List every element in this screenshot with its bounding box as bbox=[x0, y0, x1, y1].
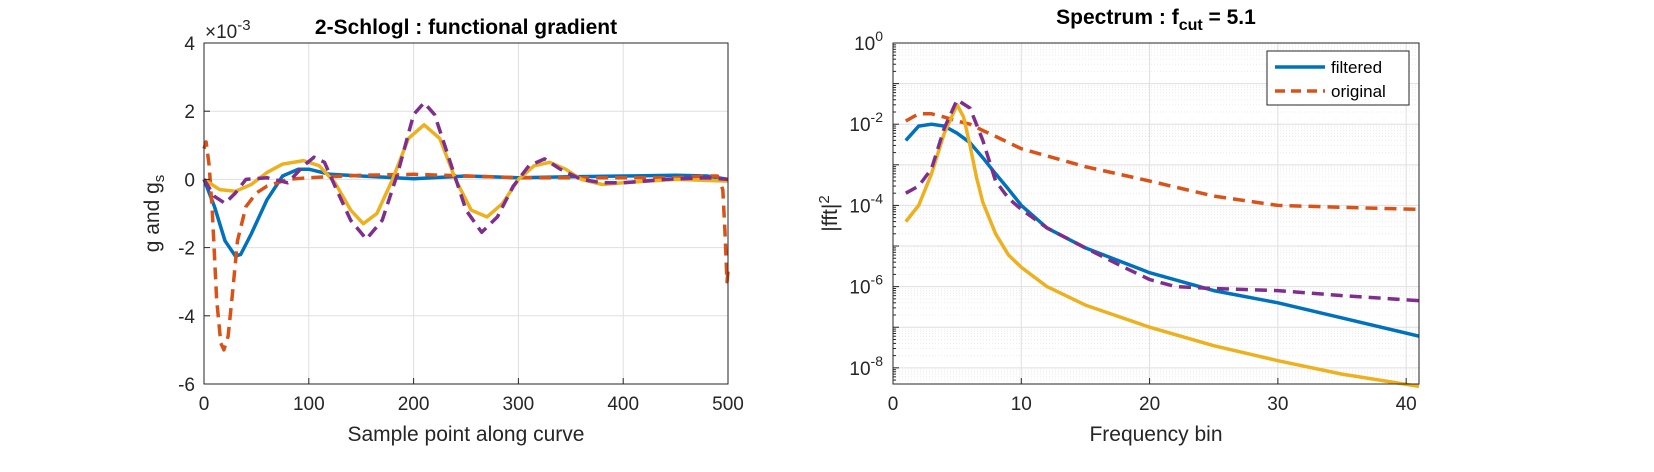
x-tick-label: 100 bbox=[293, 394, 325, 415]
right-chart-legend: filtered original bbox=[1266, 50, 1410, 106]
left-chart-exponent-base: ×10 bbox=[205, 22, 237, 43]
legend-box bbox=[1266, 50, 1410, 106]
right-chart-title: Spectrum : fcut = 5.1 bbox=[1056, 6, 1256, 34]
x-tick-label: 10 bbox=[1011, 394, 1032, 415]
right-series-line-4 bbox=[904, 98, 1420, 303]
x-tick-label: 300 bbox=[503, 394, 535, 415]
x-tick-label: 40 bbox=[1396, 394, 1417, 415]
x-tick-label: 0 bbox=[888, 394, 899, 415]
y-tick-label: -2 bbox=[178, 239, 195, 260]
right-chart-title-suffix: = 5.1 bbox=[1203, 6, 1256, 29]
left-series-line-4 bbox=[202, 100, 729, 241]
right-chart-title-main: Spectrum : f bbox=[1056, 6, 1180, 29]
y-tick-label: 4 bbox=[184, 34, 195, 55]
right-series-line-2 bbox=[904, 112, 1420, 212]
x-tick-label: 500 bbox=[712, 394, 744, 415]
x-tick-label: 400 bbox=[607, 394, 639, 415]
left-series-line-2 bbox=[202, 140, 730, 352]
left-chart-axes: 0 100 200 300 400 500 -6 -4 -2 0 2 4 2-Schlogl : fu… bbox=[141, 16, 744, 446]
left-chart-x-axis-label: Sample point along curve bbox=[348, 423, 585, 446]
y-tick-label: -6 bbox=[178, 375, 195, 396]
y-tick-label: 10-6 bbox=[849, 272, 883, 299]
y-tick-label-exponent: 0 bbox=[875, 28, 883, 44]
y-tick-label-base: 10 bbox=[849, 115, 870, 136]
y-tick-label-base: 10 bbox=[849, 359, 870, 380]
y-tick-label: 10-2 bbox=[849, 109, 883, 136]
y-tick-label: -4 bbox=[178, 307, 195, 328]
left-chart-y-axis-label: g and gs bbox=[141, 175, 168, 253]
left-chart-y-axis-label-main: g and g bbox=[141, 182, 164, 252]
left-chart-ticks: 0 100 200 300 400 500 -6 -4 -2 0 2 4 bbox=[178, 34, 744, 415]
right-chart-y-axis-label: |fft|2 bbox=[816, 195, 842, 231]
left-chart-exponent-label: ×10-3 bbox=[205, 17, 251, 43]
right-chart-y-axis-label-superscript: 2 bbox=[816, 195, 833, 203]
y-tick-label-exponent: -6 bbox=[871, 272, 884, 288]
left-chart-series bbox=[202, 100, 730, 352]
y-tick-label: 10-4 bbox=[849, 190, 883, 217]
y-tick-label-exponent: -2 bbox=[871, 109, 884, 125]
right-series-line-1 bbox=[904, 122, 1420, 338]
y-tick-label: 0 bbox=[184, 170, 195, 191]
left-chart-title: 2-Schlogl : functional gradient bbox=[315, 16, 617, 39]
y-tick-label-exponent: -4 bbox=[871, 190, 884, 206]
x-tick-label: 20 bbox=[1139, 394, 1160, 415]
x-tick-label: 30 bbox=[1267, 394, 1288, 415]
y-tick-label-base: 10 bbox=[849, 278, 870, 299]
y-tick-label-base: 10 bbox=[854, 34, 875, 55]
y-tick-label-exponent: -8 bbox=[871, 353, 884, 369]
right-chart-series bbox=[904, 98, 1420, 389]
legend-label: original bbox=[1331, 82, 1386, 101]
left-chart-exponent-power: -3 bbox=[237, 17, 250, 34]
x-tick-label: 0 bbox=[199, 394, 210, 415]
y-tick-label: 2 bbox=[184, 102, 195, 123]
right-chart-y-axis-label-main: |fft| bbox=[819, 204, 842, 232]
y-tick-label: 100 bbox=[854, 28, 883, 55]
left-chart-frame bbox=[203, 42, 729, 385]
right-series-line-3 bbox=[904, 103, 1420, 389]
left-chart-y-axis-label-subscript: s bbox=[151, 175, 168, 183]
x-tick-label: 200 bbox=[398, 394, 430, 415]
left-chart-grid bbox=[203, 42, 729, 385]
legend-label: filtered bbox=[1331, 58, 1382, 77]
y-tick-label-base: 10 bbox=[849, 196, 870, 217]
right-chart-title-subscript: cut bbox=[1179, 17, 1204, 34]
right-chart-frame bbox=[892, 42, 1420, 385]
y-tick-label: 10-8 bbox=[849, 353, 883, 380]
right-chart-x-axis-label: Frequency bin bbox=[1089, 423, 1222, 446]
